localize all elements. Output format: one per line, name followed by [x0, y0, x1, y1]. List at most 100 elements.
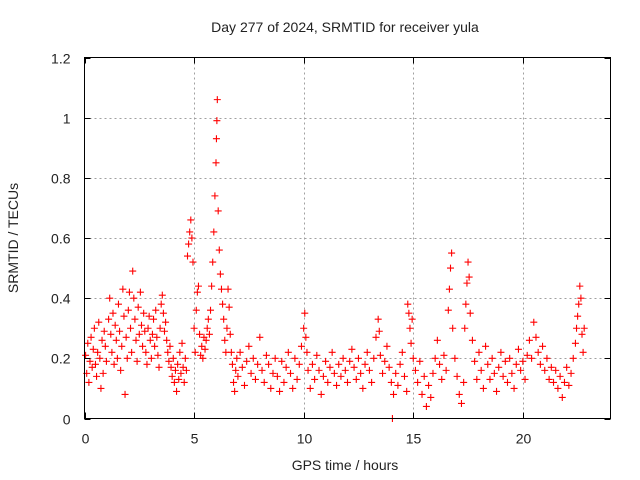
data-point — [493, 387, 501, 395]
data-point — [152, 306, 160, 314]
data-point — [230, 378, 238, 386]
data-point — [461, 324, 469, 332]
data-point — [293, 375, 301, 383]
data-point — [554, 384, 562, 392]
data-point — [341, 366, 349, 374]
data-point — [96, 354, 104, 362]
data-point — [433, 336, 441, 344]
data-point — [271, 354, 279, 362]
data-point — [284, 348, 292, 356]
data-point — [442, 366, 450, 374]
data-point — [191, 348, 199, 356]
data-point — [176, 348, 184, 356]
data-point — [429, 369, 437, 377]
data-point — [135, 330, 143, 338]
data-point — [545, 375, 553, 383]
data-point — [385, 363, 393, 371]
data-point — [495, 363, 503, 371]
data-point — [534, 348, 542, 356]
data-point — [335, 360, 343, 368]
data-point — [127, 324, 135, 332]
data-point — [361, 360, 369, 368]
data-point — [392, 369, 400, 377]
data-point — [85, 378, 93, 386]
data-point — [453, 372, 461, 380]
data-point — [436, 360, 444, 368]
data-point — [243, 357, 251, 365]
data-point — [573, 324, 581, 332]
data-point — [208, 282, 216, 290]
data-point — [254, 360, 262, 368]
data-point — [503, 378, 511, 386]
data-point — [167, 363, 175, 371]
data-point — [575, 300, 583, 308]
data-point — [128, 348, 136, 356]
data-point — [113, 354, 121, 362]
data-point — [289, 384, 297, 392]
data-point — [194, 282, 202, 290]
data-point — [350, 363, 358, 371]
data-point — [278, 357, 286, 365]
data-point — [420, 372, 428, 380]
data-point — [219, 300, 227, 308]
data-point — [330, 369, 338, 377]
data-point — [344, 378, 351, 386]
data-point — [159, 309, 167, 317]
data-point — [101, 342, 109, 350]
data-point — [465, 273, 473, 281]
data-point — [196, 330, 204, 338]
data-point — [574, 312, 582, 320]
plot-frame — [84, 57, 611, 419]
data-point — [143, 360, 151, 368]
data-point — [130, 294, 138, 302]
data-point — [300, 324, 308, 332]
data-point — [179, 363, 187, 371]
data-point — [273, 372, 281, 380]
data-point — [144, 324, 152, 332]
data-point — [328, 348, 336, 356]
y-axis-label: SRMTID / TECUs — [5, 183, 21, 293]
data-point — [140, 309, 148, 317]
data-point — [249, 354, 257, 362]
data-point — [269, 369, 277, 377]
y-tick-label: 0.4 — [51, 291, 71, 307]
data-point — [497, 348, 505, 356]
data-point — [180, 378, 188, 386]
data-point — [303, 348, 311, 356]
data-point — [220, 315, 228, 323]
data-point — [447, 264, 455, 272]
data-point — [114, 300, 122, 308]
data-point — [523, 351, 531, 359]
data-point — [213, 96, 221, 104]
data-point — [245, 342, 253, 350]
data-point — [198, 342, 206, 350]
data-point — [122, 333, 130, 341]
data-point — [119, 285, 127, 293]
data-point — [407, 339, 415, 347]
data-point — [192, 306, 200, 314]
data-point — [455, 390, 463, 398]
data-point — [190, 324, 198, 332]
x-axis-label: GPS time / hours — [292, 457, 399, 473]
data-point — [212, 135, 220, 143]
data-point — [145, 312, 153, 320]
data-point — [376, 351, 384, 359]
data-point — [464, 258, 472, 266]
data-point — [580, 324, 588, 332]
tick-labels: 0 0.2 0.4 0.6 0.8 1 1.2 0 5 10 15 20 — [51, 51, 531, 447]
data-point — [148, 330, 156, 338]
data-point — [451, 354, 459, 362]
data-point — [214, 207, 222, 215]
data-point — [444, 306, 452, 314]
data-point — [256, 333, 264, 341]
data-markers — [82, 96, 588, 422]
data-point — [528, 354, 536, 362]
data-point — [228, 360, 236, 368]
data-point — [106, 294, 114, 302]
data-point — [209, 258, 217, 266]
data-point — [368, 378, 376, 386]
x-tick-label: 5 — [191, 431, 199, 447]
data-point — [232, 366, 240, 374]
data-point — [565, 381, 573, 389]
